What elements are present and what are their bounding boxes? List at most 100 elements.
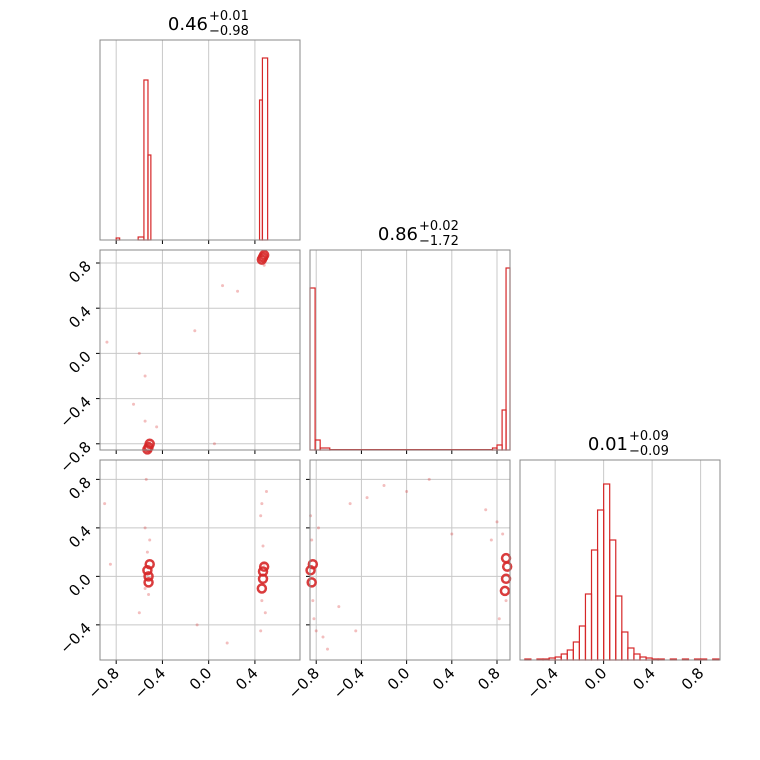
x-tick-label: 0.0 bbox=[384, 664, 414, 694]
histogram-bar bbox=[261, 57, 269, 241]
density-core bbox=[258, 561, 270, 572]
histogram-bar bbox=[309, 287, 316, 451]
y-tick-label: 0.0 bbox=[65, 570, 95, 600]
panel-frame bbox=[99, 459, 301, 661]
density-core bbox=[257, 566, 269, 577]
sample-point bbox=[504, 599, 508, 603]
sample-point bbox=[259, 514, 263, 518]
density-core bbox=[256, 254, 268, 265]
sample-point bbox=[193, 329, 197, 333]
panel-frame bbox=[99, 249, 301, 451]
histogram-bar bbox=[621, 631, 629, 661]
y-tick-label: −0.8 bbox=[56, 438, 94, 476]
sample-point bbox=[137, 351, 141, 355]
density-core bbox=[143, 571, 154, 582]
title-value: 0.01 bbox=[588, 434, 628, 455]
sample-point bbox=[263, 611, 267, 615]
sample-point bbox=[497, 617, 501, 621]
title-minus: −0.09 bbox=[629, 444, 669, 459]
sample-point bbox=[321, 635, 325, 639]
density-core bbox=[256, 583, 268, 594]
sample-point bbox=[143, 586, 147, 590]
y-tick-label: −0.4 bbox=[56, 393, 94, 431]
sample-point bbox=[311, 599, 315, 603]
sample-point bbox=[314, 629, 318, 633]
sample-point bbox=[260, 502, 264, 506]
histogram-bar bbox=[596, 509, 605, 661]
histogram-bar bbox=[560, 653, 568, 661]
sample-point bbox=[221, 284, 225, 288]
histogram-bar bbox=[615, 595, 623, 661]
histogram-bar bbox=[496, 444, 503, 451]
title-plus: +0.01 bbox=[209, 9, 249, 24]
x-tick-label: 0.4 bbox=[429, 664, 459, 694]
histogram-bar bbox=[584, 593, 593, 661]
title-minus: −1.72 bbox=[419, 234, 459, 249]
sample-point bbox=[495, 520, 499, 524]
sample-point bbox=[108, 562, 112, 566]
x-tick-label: −0.4 bbox=[131, 664, 169, 702]
x-tick-label: 0.0 bbox=[581, 664, 611, 694]
sample-point bbox=[145, 550, 149, 554]
sample-point bbox=[354, 629, 358, 633]
sample-point bbox=[225, 641, 229, 645]
title-value: 0.46 bbox=[168, 14, 208, 35]
sample-point bbox=[310, 538, 314, 542]
sample-point bbox=[312, 617, 316, 621]
sample-point bbox=[382, 483, 386, 487]
y-tick-label: 0.4 bbox=[65, 522, 95, 552]
x-tick-label: −0.4 bbox=[330, 664, 368, 702]
panel-frame bbox=[309, 459, 511, 661]
sample-point bbox=[144, 477, 148, 481]
x-tick-label: −0.8 bbox=[285, 664, 323, 702]
sample-point bbox=[260, 599, 264, 603]
histogram-bar bbox=[627, 647, 635, 661]
density-core bbox=[499, 585, 511, 597]
panel-frame bbox=[99, 39, 301, 241]
sample-point bbox=[147, 593, 151, 597]
sample-point bbox=[143, 374, 147, 378]
x-tick-label: −0.4 bbox=[523, 664, 561, 702]
sample-point bbox=[143, 526, 147, 530]
y-tick-label: 0.0 bbox=[65, 347, 95, 377]
title-plus: +0.09 bbox=[629, 429, 669, 444]
y-tick-label: 0.8 bbox=[65, 257, 95, 287]
sample-point bbox=[501, 532, 505, 536]
density-core bbox=[142, 444, 153, 455]
sample-point bbox=[143, 419, 147, 423]
title-value: 0.86 bbox=[378, 224, 418, 245]
sample-point bbox=[484, 508, 488, 512]
panel-frame bbox=[519, 459, 721, 661]
y-tick-label: 0.4 bbox=[65, 302, 95, 332]
histogram-bar bbox=[603, 483, 611, 661]
sample-point bbox=[316, 526, 320, 530]
x-tick-label: 0.8 bbox=[678, 664, 708, 694]
sample-point bbox=[337, 605, 341, 609]
sample-point bbox=[105, 340, 109, 344]
title-plus: +0.02 bbox=[419, 219, 459, 234]
density-core bbox=[500, 573, 512, 585]
histogram-bar bbox=[143, 79, 149, 241]
sample-point bbox=[236, 289, 240, 293]
sample-point bbox=[365, 496, 369, 500]
sample-point bbox=[264, 490, 268, 494]
sample-point bbox=[212, 442, 216, 446]
y-tick-label: 0.8 bbox=[65, 473, 95, 503]
histogram-bar bbox=[572, 641, 580, 661]
histogram-bar bbox=[505, 267, 511, 451]
density-core bbox=[144, 558, 155, 570]
panel-frame bbox=[309, 249, 511, 451]
sample-point bbox=[326, 647, 330, 651]
sample-point bbox=[261, 544, 265, 548]
x-tick-label: 0.4 bbox=[232, 664, 262, 694]
density-core bbox=[306, 577, 317, 588]
histogram-bar bbox=[609, 539, 617, 661]
histogram-bar bbox=[566, 649, 574, 661]
sample-point bbox=[489, 538, 493, 542]
histogram-bar bbox=[578, 625, 587, 661]
sample-point bbox=[103, 502, 107, 506]
histogram-bar bbox=[590, 549, 599, 661]
x-tick-label: 0.8 bbox=[474, 664, 504, 694]
